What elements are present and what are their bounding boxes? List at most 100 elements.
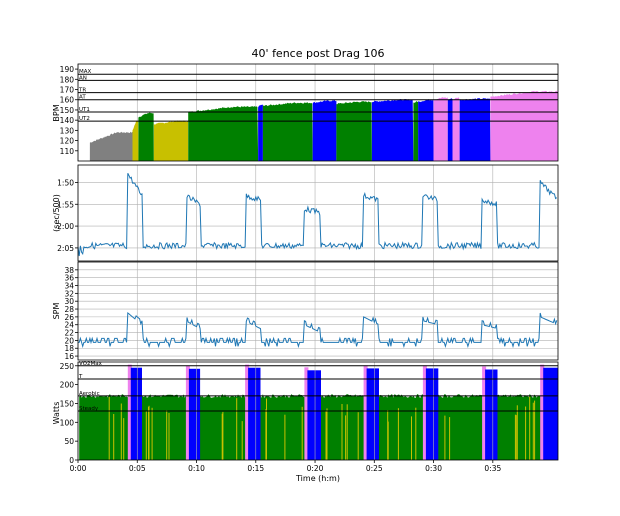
hr-zone-segment-recovery [89,131,133,161]
power-threshold-label: VO2Max [79,361,103,367]
hr-y-tick-label: 120 [60,137,75,146]
hr-threshold-label: AN [79,75,87,81]
power-stripe [387,410,389,460]
hr-zone-segment-ut1 [188,106,259,161]
power-stripe [241,421,243,460]
power-y-tick-label: 250 [60,362,75,371]
hr-zone-segment-at [459,98,491,161]
power-interval-bar [485,369,498,460]
power-threshold-label: Steady [79,406,99,412]
x-tick-label: 0:20 [307,464,324,473]
power-stripe [113,414,115,460]
power-stripe [411,416,412,460]
power-stripe [529,396,531,460]
power-interval-bar [188,368,201,460]
spm-y-tick-label: 34 [64,282,74,291]
power-stripe [221,413,223,460]
power-stripe [325,410,327,460]
power-interval-start [482,366,487,460]
power-stripe [151,407,153,460]
spm-y-tick-label: 36 [64,274,74,283]
x-tick-label: 0:00 [70,464,87,473]
spm-y-tick-label: 30 [64,297,74,306]
power-threshold-label: Aerobic [79,391,100,397]
power-stripe [515,415,517,460]
hr-y-tick-label: 130 [60,126,75,135]
power-interval-start [185,365,190,460]
power-stripe [236,398,238,460]
power-stripe [326,408,328,460]
power-stripe [532,402,534,460]
power-stripe [123,418,125,460]
power-stripe [145,410,147,460]
power-stripe [148,405,150,460]
spm-y-tick-label: 26 [64,313,74,322]
spm-y-tick-label: 20 [64,336,74,345]
power-stripe [168,413,170,460]
power-stripe [357,412,359,460]
power-interval-start [127,364,132,460]
hr-zone-segment-at [312,100,337,161]
spm-y-tick-label: 18 [64,344,74,353]
hr-frame [77,63,559,162]
hr-zone-segment-at [371,99,414,161]
x-tick-label: 0:25 [366,464,383,473]
power-interval-bar [543,367,558,460]
power-y-axis-label: Watts [52,402,61,425]
x-tick-label: 0:15 [247,464,264,473]
hr-y-tick-label: 110 [60,147,75,156]
spm-y-tick-label: 16 [64,352,74,361]
power-stripe [525,406,527,460]
power-interval-bar [425,368,439,460]
spm-y-tick-label: 38 [64,266,74,275]
x-tick-label: 0:35 [484,464,501,473]
x-tick-label: 0:05 [129,464,146,473]
hr-y-tick-label: 180 [60,75,75,84]
hr-threshold-label: AT [79,95,86,101]
hr-zone-segment-ut2 [153,120,189,161]
hr-threshold-label: MAX [79,69,92,75]
power-stripe [265,409,267,460]
hr-zone-segment-tr [433,97,448,161]
power-stripe [415,407,417,460]
hr-zone-segment-ut1 [262,102,313,161]
power-stripe [444,415,446,460]
power-threshold-label: T [78,374,83,380]
x-axis-label: Time (h:m) [295,474,340,483]
hr-zone-segment-ut1 [138,112,154,161]
power-panel: 0 50 100 150 200 250 VO2Max T Aerobic Steady 0:00 0… [60,361,559,473]
spm-y-axis-label: SPM [52,303,61,320]
pace-frame [77,164,559,262]
power-y-tick-label: 200 [60,381,75,390]
power-stripe [108,396,110,460]
power-stripe [266,398,267,460]
power-stripe [341,404,343,460]
pace-y-tick-label: 1:55 [57,200,74,209]
pace-panel: 1:50 1:55 2:00 2:05 [57,164,559,262]
power-interval-start [540,364,545,460]
power-interval-bar [366,368,379,460]
spm-y-tick-label: 22 [64,329,74,338]
hr-zone-segment-tr [452,97,460,161]
power-stripe [449,417,451,460]
power-interval-start [245,364,250,460]
hr-zone-segment-at [258,104,263,161]
power-stripe [534,400,536,460]
pace-series-line [77,172,558,257]
hr-threshold-label: UT2 [79,116,90,122]
hr-y-axis-label: BPM [52,104,61,121]
power-interval-bar [130,367,142,460]
pace-y-tick-label: 2:05 [57,244,74,253]
hr-y-tick-label: 140 [60,116,75,125]
spm-y-tick-label: 32 [64,289,74,298]
power-interval-bar [307,370,321,460]
pace-y-tick-label: 1:50 [57,178,74,187]
hr-y-tick-label: 190 [60,65,75,74]
power-stripe [284,414,286,460]
power-stripe [222,411,224,460]
power-interval-bar [248,367,261,460]
x-tick-label: 0:30 [425,464,442,473]
